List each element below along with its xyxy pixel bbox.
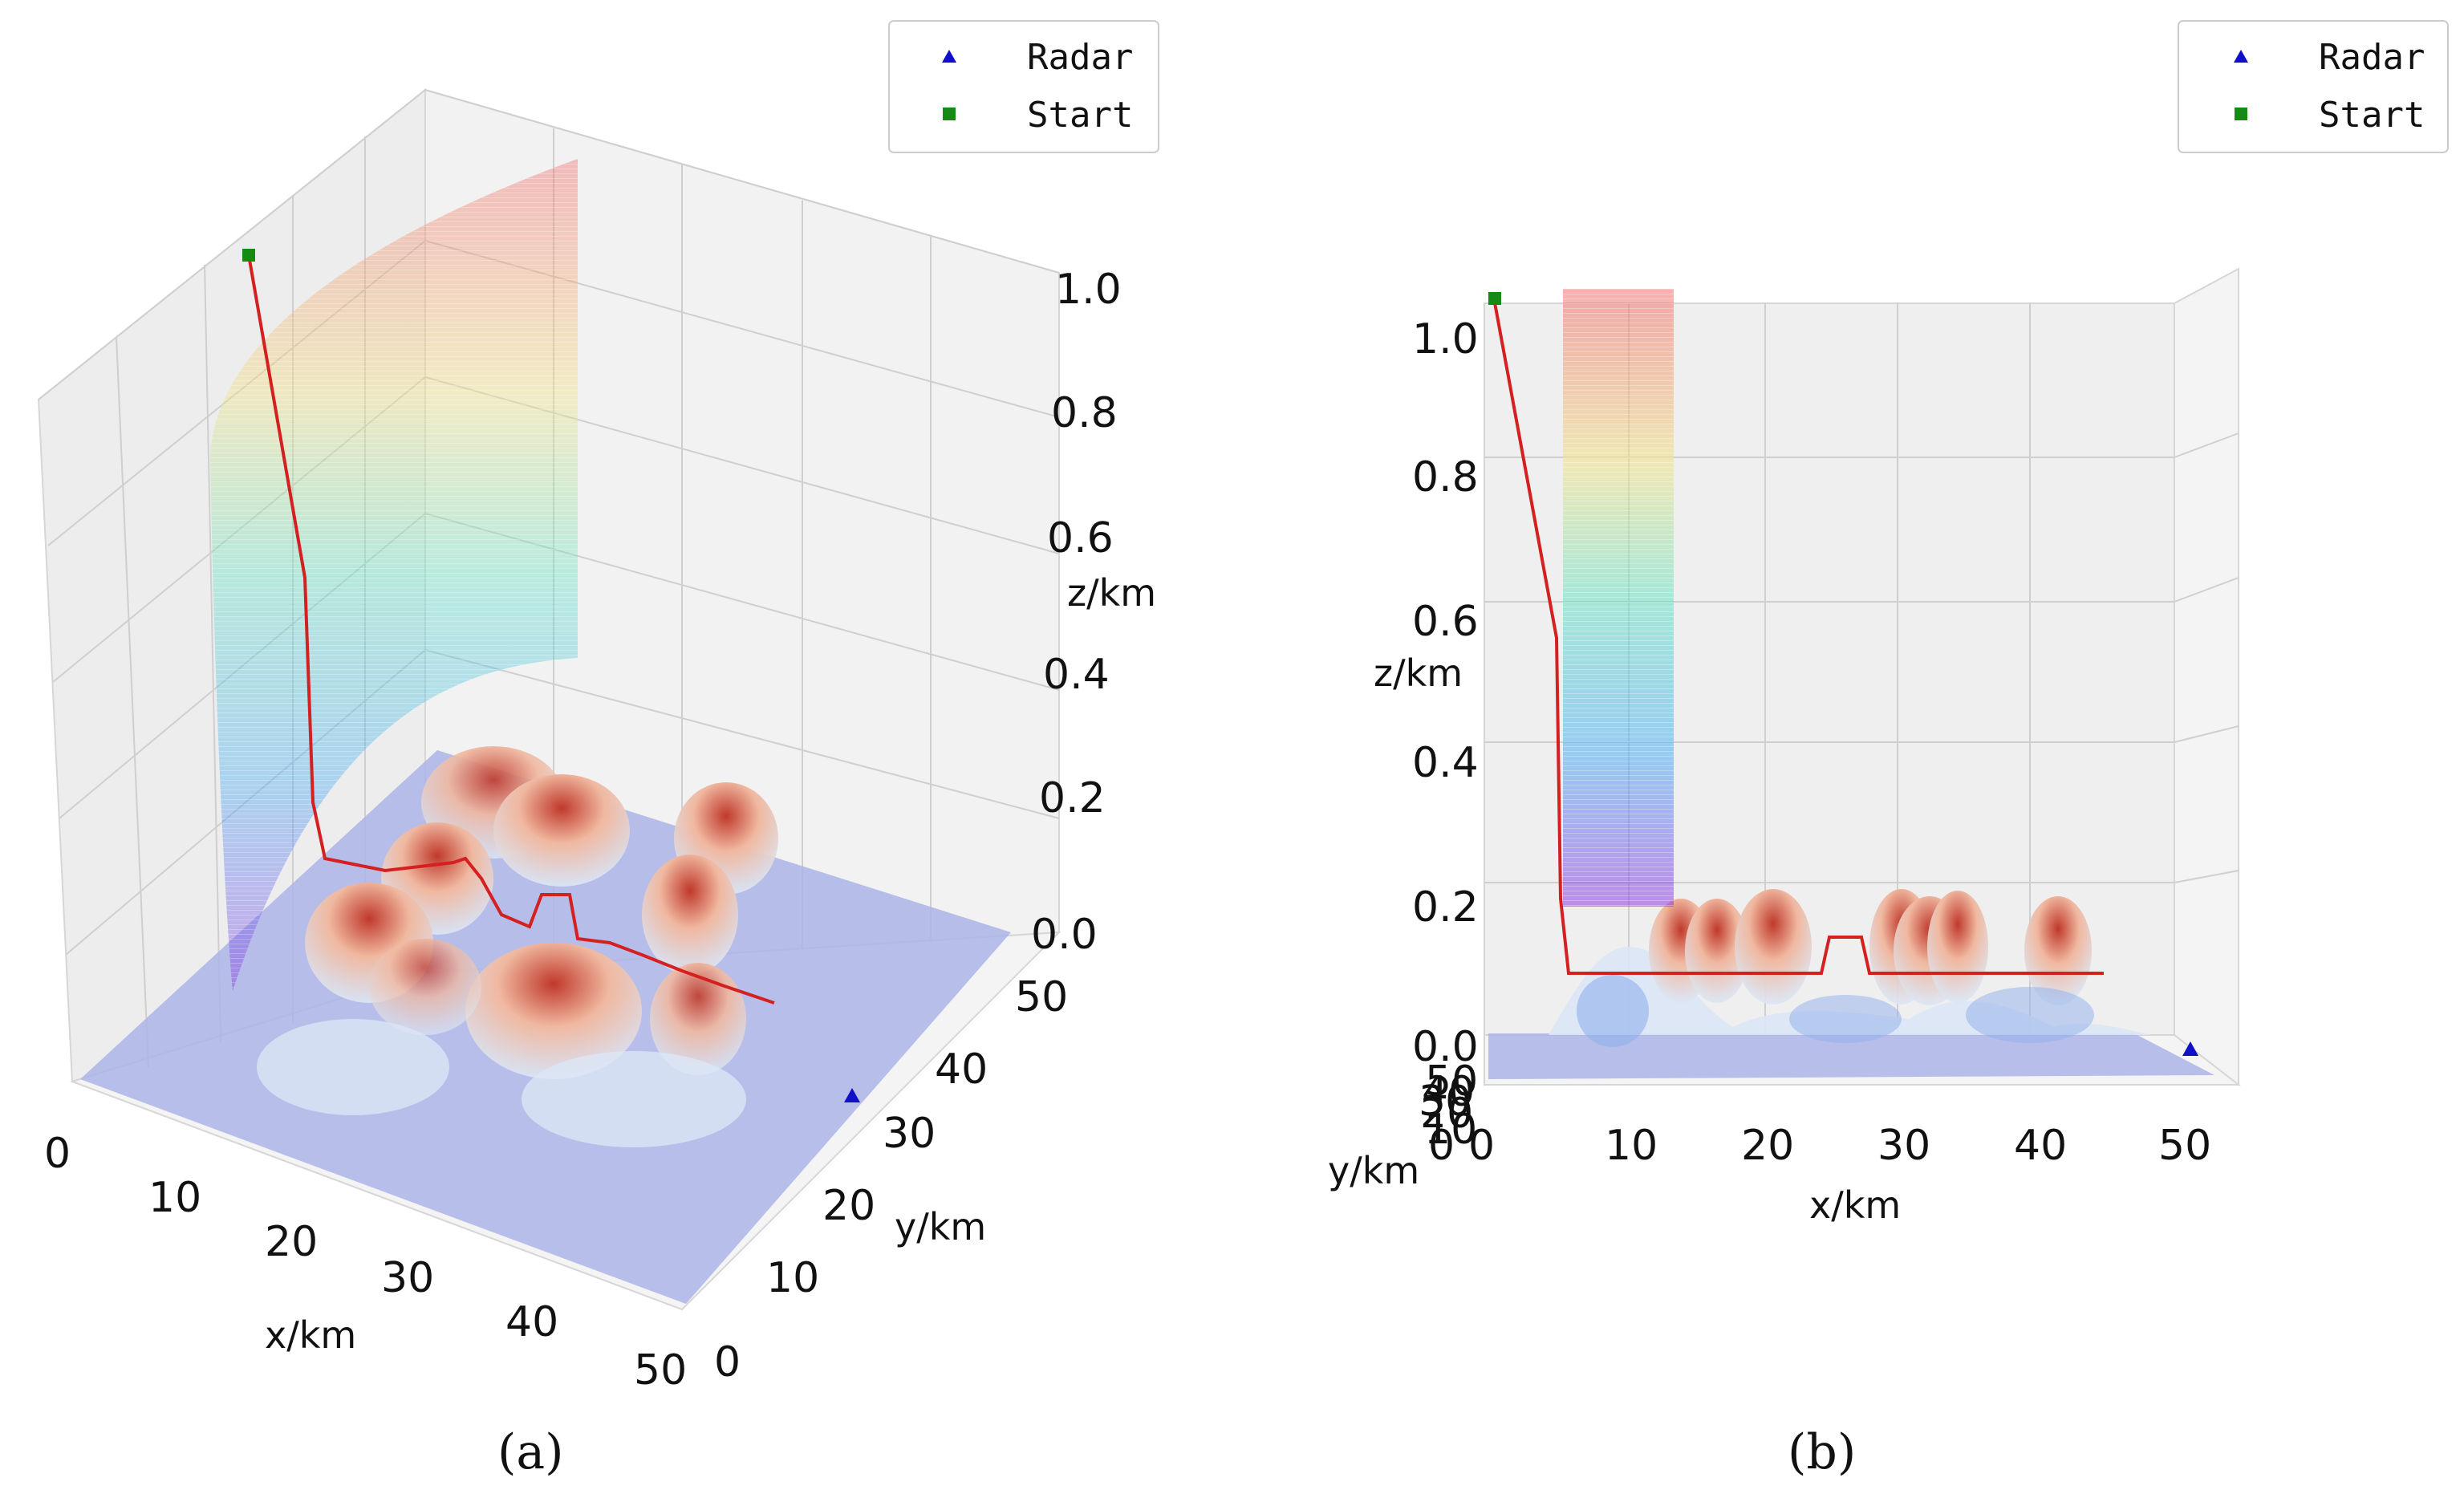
panel-a-y-tick-label: 20 [822, 1182, 875, 1230]
panel-a-peak [257, 1019, 449, 1115]
panel-b-radar-threat-mesh [1563, 289, 1674, 907]
panel-a-x-tick-label: 20 [265, 1218, 318, 1266]
panel-b-zlabel: z/km [1374, 652, 1463, 695]
panel-b-x-tick-label: 40 [2014, 1122, 2067, 1170]
panel-a-radar-marker [844, 1088, 860, 1102]
panel-b-x-tick-label: 0 [1468, 1122, 1495, 1170]
panel-b-caption: (b) [1788, 1424, 1856, 1480]
panel-a-peak [493, 774, 630, 887]
panel-b-peak-blue [1789, 995, 1902, 1043]
panel-a-legend-start-label: Start [1027, 95, 1133, 136]
panel-b-ground-surface [1488, 1033, 2214, 1079]
panel-b-y-tick-label: 10 [1424, 1106, 1477, 1154]
panel-b-y-tick-label: 40 [1422, 1068, 1475, 1116]
panel-a-zlabel: z/km [1067, 571, 1156, 615]
panel-a-x-tick-label: 10 [148, 1174, 201, 1222]
panel-a-y-tick-label: 40 [935, 1045, 988, 1094]
panel-a-legend-radar-icon [942, 50, 956, 63]
panel-a-peak [369, 939, 481, 1035]
panel-b-x-tick-label: 30 [1877, 1122, 1930, 1170]
panel-a-peak [650, 963, 746, 1075]
panel-a-peak [522, 1051, 746, 1147]
panel-b-legend-start-icon [2235, 108, 2247, 120]
panel-a-xlabel: x/km [265, 1313, 356, 1357]
panel-b-z-tick-label: 0.0 [1412, 1023, 1479, 1071]
panel-b-x-tick-label: 20 [1741, 1122, 1794, 1170]
panel-a-terrain-peaks [257, 746, 778, 1147]
panel-b-y-tick-label: 50 [1425, 1057, 1478, 1106]
panel-a-y-tick-label: 0 [714, 1338, 741, 1386]
panel-b-peak [2024, 896, 2092, 1005]
panel-a-start-marker [242, 249, 255, 262]
panel-a-z-tick-label: 0.2 [1039, 774, 1106, 822]
panel-a-peak [642, 855, 738, 975]
panel-a-caption: (a) [497, 1424, 564, 1480]
panel-a-peak [465, 943, 642, 1079]
panel-a-z-tick-label: 0.8 [1051, 389, 1118, 437]
panel-a-z-tick-label: 0.0 [1031, 911, 1098, 959]
panel-b: 0 10 20 30 40 500.00.20.40.60.81.001020304050… [1328, 20, 2449, 1480]
panel-b-x-tick-label: 10 [1605, 1122, 1658, 1170]
panel-b-peak-blue [1966, 987, 2094, 1043]
panel-a-z-tick-label: 1.0 [1055, 266, 1122, 314]
panel-b-flight-path [1492, 298, 2104, 975]
panel-b-peak [1735, 889, 1812, 1005]
panel-b-y-tick-label: 30 [1419, 1078, 1471, 1126]
panel-b-legend-radar-label: Radar [2319, 37, 2425, 78]
panel-a-z-tick-label: 0.4 [1043, 651, 1110, 699]
panel-a-x-tick-label: 30 [381, 1254, 434, 1302]
panel-a-legend: Radar Start [888, 20, 1159, 153]
panel-a-radar-threat-mesh [210, 159, 578, 991]
panel-b-legend: Radar Start [2178, 20, 2449, 153]
panel-a-x-tick-label: 0 [44, 1130, 71, 1178]
panel-b-peak [1685, 899, 1749, 1003]
panel-a-y-tick-label: 50 [1015, 973, 1068, 1021]
panel-b-z-tick-label: 1.0 [1412, 315, 1479, 363]
panel-b-z-tick-label: 0.8 [1412, 453, 1479, 501]
panel-b-z-tick-label: 0.4 [1412, 739, 1479, 787]
panel-a-ylabel: y/km [895, 1205, 986, 1248]
panel-b-start-marker [1488, 292, 1501, 305]
panel-b-radar-marker [2182, 1041, 2198, 1056]
panel-b-legend-radar-icon [2234, 50, 2248, 63]
panel-a-legend-radar-label: Radar [1027, 37, 1133, 78]
panel-b-y-tick-label: 0 [1428, 1122, 1455, 1170]
panel-a-legend-start-icon [943, 108, 956, 120]
panel-a-legend-box [888, 20, 1159, 153]
panel-b-z-tick-label: 0.6 [1412, 598, 1479, 646]
panel-b-z-tick-label: 0.2 [1412, 883, 1479, 932]
panel-b-peak-blue [1577, 975, 1649, 1047]
panel-a-y-tick-label: 10 [766, 1254, 819, 1302]
panel-a-x-tick-label: 40 [505, 1298, 558, 1346]
panel-b-legend-start-label: Start [2319, 95, 2425, 136]
panel-a-y-tick-label: 30 [883, 1110, 936, 1158]
panel-a-x-tick-label: 50 [634, 1346, 687, 1394]
panel-b-x-tick-label: 50 [2158, 1122, 2211, 1170]
panel-a-z-tick-label: 0.6 [1047, 514, 1114, 562]
panel-b-side-pane [2174, 267, 2239, 1087]
panel-b-peak [1927, 891, 1988, 1003]
panel-a-flight-path [247, 254, 775, 1005]
panel-b-y-tick-label: 20 [1420, 1090, 1473, 1138]
panel-b-xlabel: x/km [1809, 1183, 1901, 1227]
panel-b-ylabel: y/km [1328, 1149, 1419, 1192]
